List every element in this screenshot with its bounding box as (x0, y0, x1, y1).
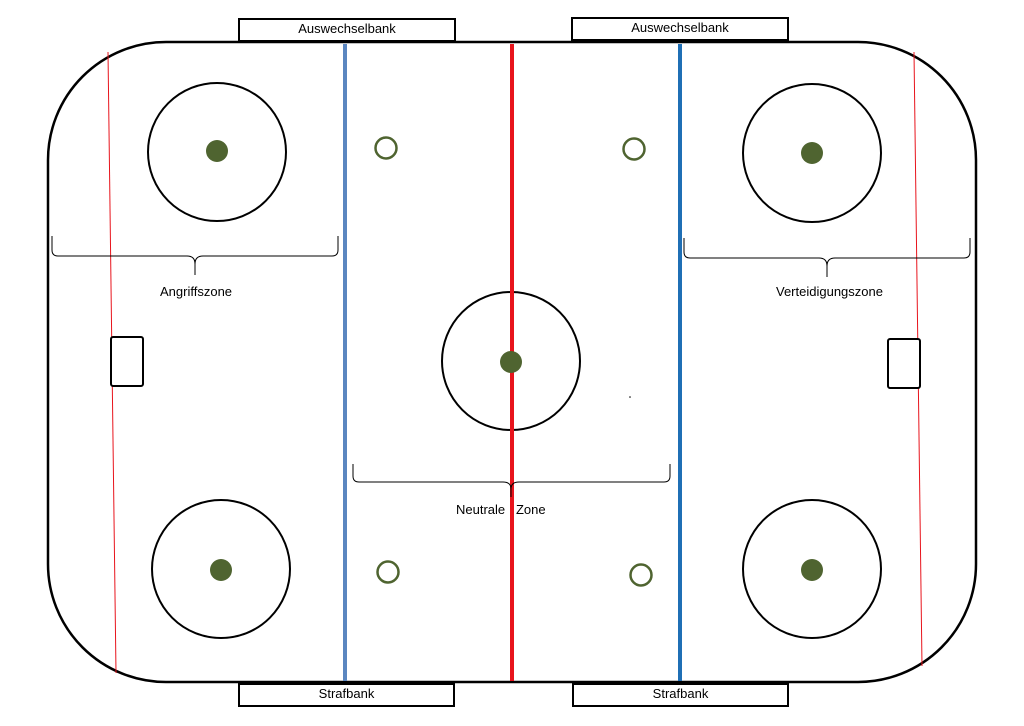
neutral-dot-top-left (374, 136, 398, 160)
brace-defense-zone (683, 238, 971, 277)
faceoff-circle-top-right (742, 83, 882, 223)
faceoff-circle-bottom-right (742, 499, 882, 639)
faceoff-dot-top-right (801, 142, 823, 164)
stray-mark (629, 396, 631, 398)
penalty-box-right: Strafbank (572, 683, 789, 707)
defense-zone-label: Verteidigungszone (776, 284, 883, 299)
brace-attack-zone (51, 236, 339, 275)
goal-right (887, 338, 921, 389)
faceoff-circle-bottom-left (151, 499, 291, 639)
players-bench-left: Auswechselbank (238, 18, 456, 42)
neutral-dot-bottom-right (629, 563, 653, 587)
neutral-dot-top-right (622, 137, 646, 161)
players-bench-right: Auswechselbank (571, 17, 789, 41)
goal-left (110, 336, 144, 387)
center-faceoff-dot (500, 351, 522, 373)
faceoff-circle-top-left (147, 82, 287, 222)
neutral-zone-label: Neutrale Zone (456, 502, 546, 517)
neutral-dot-bottom-left (376, 560, 400, 584)
faceoff-dot-bottom-left (210, 559, 232, 581)
attack-zone-label: Angriffszone (160, 284, 233, 299)
brace-neutral-zone (352, 464, 671, 497)
faceoff-dot-top-left (206, 140, 228, 162)
faceoff-dot-bottom-right (801, 559, 823, 581)
penalty-box-left: Strafbank (238, 683, 455, 707)
